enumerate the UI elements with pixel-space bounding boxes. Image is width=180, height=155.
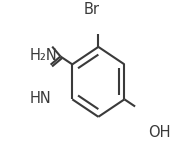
Text: HN: HN — [30, 91, 51, 106]
Text: Br: Br — [84, 2, 100, 17]
Text: H₂N: H₂N — [30, 48, 57, 63]
Text: OH: OH — [148, 125, 170, 140]
